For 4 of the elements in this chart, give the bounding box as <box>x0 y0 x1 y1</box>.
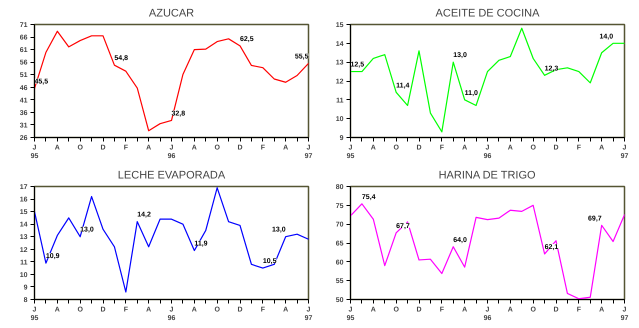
chart-title: HARINA DE TRIGO <box>438 170 536 182</box>
chart-title: ACEITE DE COCINA <box>436 8 540 20</box>
chart-title: AZUCAR <box>148 8 194 20</box>
chart-title: LECHE EVAPORADA <box>118 170 226 182</box>
